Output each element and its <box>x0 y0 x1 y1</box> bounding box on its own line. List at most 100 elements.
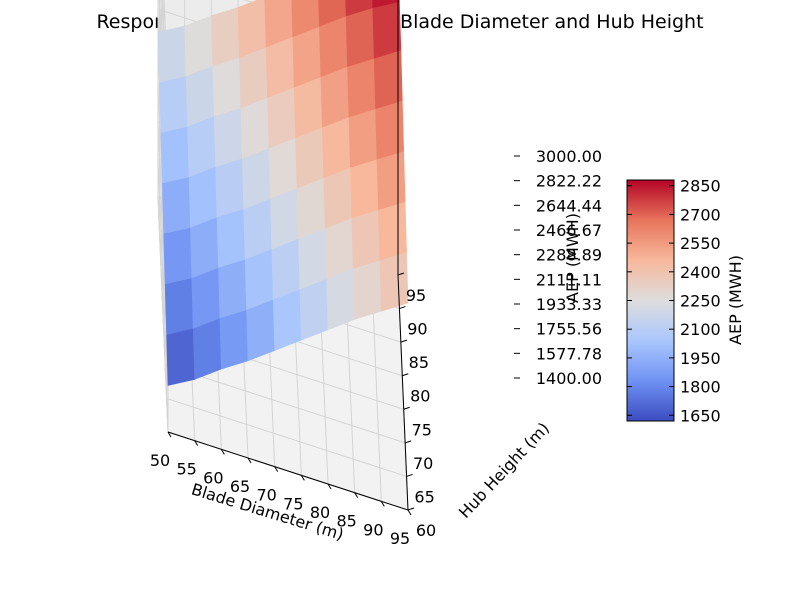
surface-facet <box>184 15 214 78</box>
surface-facet <box>350 159 379 219</box>
y-tick-mark <box>404 440 412 444</box>
x-tick-mark <box>167 431 172 438</box>
x-tick-mark <box>247 457 252 464</box>
x-tick-label: 95 <box>390 529 410 548</box>
surface-facet <box>372 1 402 60</box>
y-axis-line <box>397 274 409 511</box>
grid-line <box>164 364 406 444</box>
z-tick-label: 1400.00 <box>536 369 602 388</box>
y-tick-mark <box>397 272 405 276</box>
surface-facet <box>292 26 322 89</box>
surface-facet <box>246 299 276 362</box>
colorbar-tick-label: 1650 <box>680 406 721 425</box>
colorbar-label: AEP (MWH) <box>726 255 745 345</box>
surface-facet <box>319 16 348 78</box>
colorbar: 1650 1800 1950 2100 2250 2400 2550 2700 2850 AEP… <box>626 177 745 425</box>
surface-facet <box>210 7 240 67</box>
y-tick-label: 90 <box>407 320 427 339</box>
z-tick-label: 1933.33 <box>536 295 602 314</box>
surface-facet <box>241 148 271 210</box>
surface-facet <box>160 126 190 184</box>
x-tick-mark <box>407 509 412 516</box>
surface-facet <box>379 252 409 312</box>
grid-line <box>157 196 169 433</box>
surface-facet <box>267 87 296 150</box>
surface-facet <box>272 289 302 351</box>
surface-facet <box>166 328 196 386</box>
y-tick-label: 65 <box>414 487 434 506</box>
surface-facet <box>216 208 246 269</box>
surface-facet <box>185 65 215 128</box>
surface-facet <box>157 25 187 84</box>
surface-facet <box>191 267 221 330</box>
y-axis-label: Hub Height (m) <box>455 419 553 522</box>
surface-facet <box>213 108 243 168</box>
x-tick-label: 85 <box>336 512 356 531</box>
surface-facet <box>271 238 301 301</box>
surface-facet <box>163 227 193 285</box>
surface-facet <box>324 218 354 280</box>
z-tick-label: 1755.56 <box>536 320 602 339</box>
grid-line <box>157 159 169 395</box>
x-tick-mark <box>300 475 305 481</box>
x-tick-mark <box>274 466 279 472</box>
y-tick-label: 95 <box>406 286 426 305</box>
surface-facet <box>265 36 295 99</box>
y-tick-label: 75 <box>412 420 432 439</box>
surface-facet <box>240 97 270 160</box>
surface-facet <box>159 76 188 134</box>
z-tick-label: 2466.67 <box>536 221 602 240</box>
surface-facet <box>270 188 299 250</box>
colorbar-tick-label: 2250 <box>680 292 721 311</box>
x-tick-label: 50 <box>150 451 170 470</box>
surface-facet <box>161 177 191 235</box>
surface-facet <box>187 116 216 178</box>
x-tick-mark <box>354 492 359 498</box>
surface-facet <box>218 259 247 320</box>
colorbar-tick-label: 2100 <box>680 320 721 339</box>
surface-facet <box>345 7 375 68</box>
x-tick-mark <box>220 449 225 455</box>
z-tick-label: 3000.00 <box>536 147 602 166</box>
colorbar-gradient <box>626 179 675 422</box>
surface-facet <box>212 57 242 118</box>
surface-facet <box>352 260 382 320</box>
surface-facet <box>164 278 194 336</box>
surface-facet <box>188 166 218 229</box>
surface-facet <box>239 47 268 109</box>
y-tick-label: 60 <box>416 521 436 540</box>
colorbar-tick-label: 2700 <box>680 205 721 224</box>
x-axis-line <box>167 431 409 511</box>
surface-facet <box>378 201 407 262</box>
x-tick-label: 80 <box>310 503 330 522</box>
grid-line <box>166 397 407 477</box>
surface-facet <box>295 127 325 190</box>
x-tick-label: 75 <box>283 494 303 513</box>
y-axis: 60 65 70 75 80 85 90 95 <box>397 272 436 540</box>
x-tick-label: 70 <box>256 486 276 505</box>
x-tick-label: 55 <box>176 460 196 479</box>
x-axis: 50 55 60 65 70 75 80 85 90 95 <box>150 431 412 548</box>
surface-facet <box>190 217 219 279</box>
colorbar-tick-label: 2850 <box>680 177 721 196</box>
z-tick-label: 2288.89 <box>536 246 602 265</box>
colorbar-ticks: 1650 1800 1950 2100 2250 2400 2550 2700 2850 <box>627 177 721 425</box>
surface-facet <box>299 278 329 341</box>
surface-facet <box>296 177 326 240</box>
surface-facet <box>219 309 249 370</box>
z-axis: 1400.00 1577.78 1755.56 1933.33 2111.11 2288.… <box>397 0 602 388</box>
surface-facet <box>348 108 378 169</box>
z-tick-label: 2111.11 <box>536 270 602 289</box>
surface-facet <box>326 268 356 331</box>
surface-facet <box>347 58 376 119</box>
surface-facet <box>351 209 381 270</box>
surface-facet <box>320 66 350 129</box>
surface-facet <box>293 76 323 139</box>
x-tick-label: 90 <box>363 520 383 539</box>
z-tick-label: 1577.78 <box>536 344 602 363</box>
surface-facet <box>244 249 274 311</box>
y-tick-mark <box>406 473 413 477</box>
surface-facet <box>321 117 351 179</box>
y-tick-label: 80 <box>410 387 430 406</box>
